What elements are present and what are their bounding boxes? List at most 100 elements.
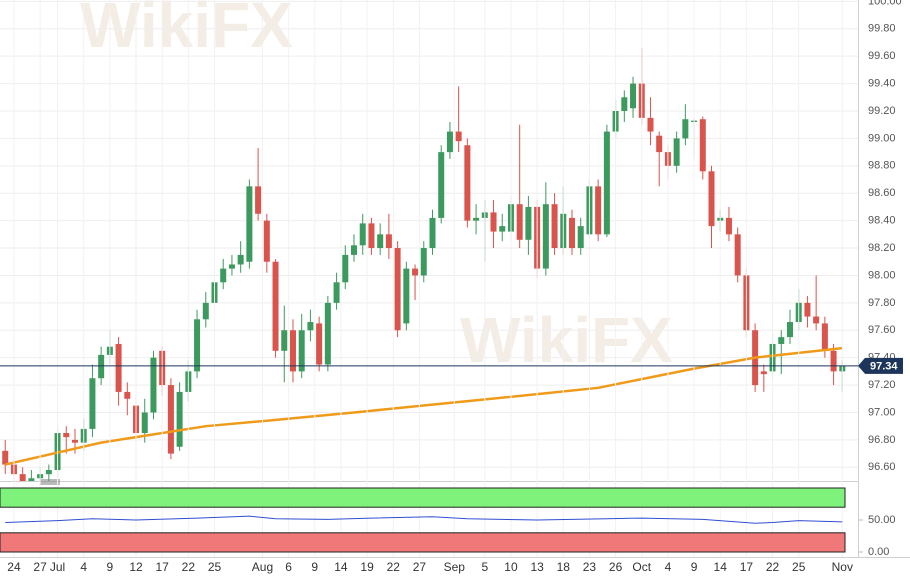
candle-body bbox=[455, 131, 462, 142]
x-tick-label: 5 bbox=[481, 560, 488, 574]
candle-body bbox=[298, 330, 305, 372]
x-tick-label: 22 bbox=[387, 560, 401, 574]
last-price-label: 97.34 bbox=[870, 360, 898, 372]
candle-body bbox=[647, 117, 654, 132]
candle-body bbox=[45, 470, 52, 475]
y-tick-label: 98.60 bbox=[868, 187, 896, 199]
candle-body bbox=[656, 135, 663, 153]
x-tick-label: 19 bbox=[360, 560, 374, 574]
candle-body bbox=[289, 330, 296, 372]
candle-body bbox=[281, 330, 288, 351]
candle-body bbox=[316, 323, 323, 365]
x-tick-label: Aug bbox=[252, 560, 273, 574]
candle-body bbox=[342, 254, 349, 283]
candle-body bbox=[786, 322, 793, 338]
y-tick-label: 96.60 bbox=[868, 461, 896, 473]
candle-body bbox=[699, 119, 706, 172]
y-tick-label: 99.40 bbox=[868, 77, 896, 89]
candle-body bbox=[569, 217, 575, 249]
candle-body bbox=[464, 145, 471, 221]
candle-body bbox=[167, 385, 174, 454]
candle-body bbox=[499, 226, 506, 232]
x-tick-label: 27 bbox=[33, 560, 47, 574]
x-tick-label: 14 bbox=[714, 560, 728, 574]
last-price-pointer bbox=[858, 357, 865, 374]
candle-body bbox=[778, 337, 785, 344]
candle-body bbox=[98, 354, 105, 379]
candle-body bbox=[255, 186, 262, 214]
candle-body bbox=[263, 220, 270, 262]
candle-body bbox=[220, 268, 227, 283]
candle-body bbox=[813, 316, 820, 324]
candle-body bbox=[734, 234, 741, 276]
moving-average-line bbox=[4, 346, 843, 466]
candle-body bbox=[2, 450, 9, 465]
indicator-band bbox=[0, 487, 846, 508]
x-tick-label: 14 bbox=[334, 560, 348, 574]
y-tick-label: 50.00 bbox=[868, 514, 896, 526]
candle-body bbox=[63, 433, 70, 438]
candle-body bbox=[708, 171, 715, 227]
candle-body bbox=[19, 474, 26, 481]
indicator-band bbox=[0, 532, 846, 553]
candle-body bbox=[603, 131, 610, 235]
y-tick-label: 97.60 bbox=[868, 324, 896, 336]
y-tick-label: 97.00 bbox=[868, 406, 896, 418]
x-tick-label: 6 bbox=[285, 560, 292, 574]
candle-body bbox=[429, 217, 436, 249]
candle-body bbox=[202, 302, 209, 320]
x-tick-label: Oct bbox=[632, 560, 651, 574]
y-tick-label: 99.00 bbox=[868, 132, 896, 144]
candle-body bbox=[237, 254, 244, 265]
candle-body bbox=[324, 302, 331, 365]
x-tick-label: 22 bbox=[182, 560, 196, 574]
candle-body bbox=[673, 138, 680, 166]
y-tick-label: 100.00 bbox=[868, 0, 902, 7]
x-tick-label: 9 bbox=[107, 560, 114, 574]
x-tick-label: 24 bbox=[7, 560, 21, 574]
candle-body bbox=[115, 343, 122, 392]
x-tick-label: Jul bbox=[50, 560, 65, 574]
y-tick-label: 98.40 bbox=[868, 215, 896, 227]
x-tick-label: 18 bbox=[557, 560, 571, 574]
candle-body bbox=[403, 268, 410, 324]
candle-body bbox=[246, 186, 253, 262]
y-tick-label: 98.00 bbox=[868, 269, 896, 281]
y-tick-label: 98.20 bbox=[868, 242, 896, 254]
candle-body bbox=[804, 302, 811, 317]
candle-body bbox=[760, 371, 767, 375]
candle-body bbox=[821, 323, 828, 351]
y-tick-label: 99.20 bbox=[868, 105, 896, 117]
x-tick-label: 4 bbox=[665, 560, 672, 574]
candle-body bbox=[490, 212, 497, 232]
y-tick-label: 96.80 bbox=[868, 434, 896, 446]
y-tick-label: 0.00 bbox=[868, 546, 889, 558]
x-tick-label: 4 bbox=[80, 560, 87, 574]
x-tick-label: Sep bbox=[444, 560, 466, 574]
candle-body bbox=[394, 248, 401, 331]
x-tick-label: 9 bbox=[311, 560, 318, 574]
candle-body bbox=[333, 282, 340, 303]
x-tick-label: 22 bbox=[766, 560, 780, 574]
x-tick-label: 10 bbox=[504, 560, 518, 574]
watermark: WikiFX bbox=[460, 304, 673, 376]
x-tick-label: 25 bbox=[792, 560, 806, 574]
candle-body bbox=[71, 439, 78, 443]
candle-body bbox=[368, 223, 375, 249]
candle-body bbox=[359, 223, 366, 246]
candle-body bbox=[307, 322, 314, 331]
y-tick-label: 99.60 bbox=[868, 50, 896, 62]
indicator-line bbox=[5, 515, 843, 524]
candle-body bbox=[830, 350, 837, 372]
candle-body bbox=[28, 478, 35, 481]
candle-body bbox=[272, 261, 279, 351]
y-tick-label: 97.20 bbox=[868, 379, 896, 391]
y-tick-label: 99.80 bbox=[868, 23, 896, 35]
x-tick-label: 17 bbox=[740, 560, 754, 574]
candle-body bbox=[150, 357, 157, 413]
candle-body bbox=[725, 217, 732, 235]
candle-body bbox=[176, 391, 183, 447]
